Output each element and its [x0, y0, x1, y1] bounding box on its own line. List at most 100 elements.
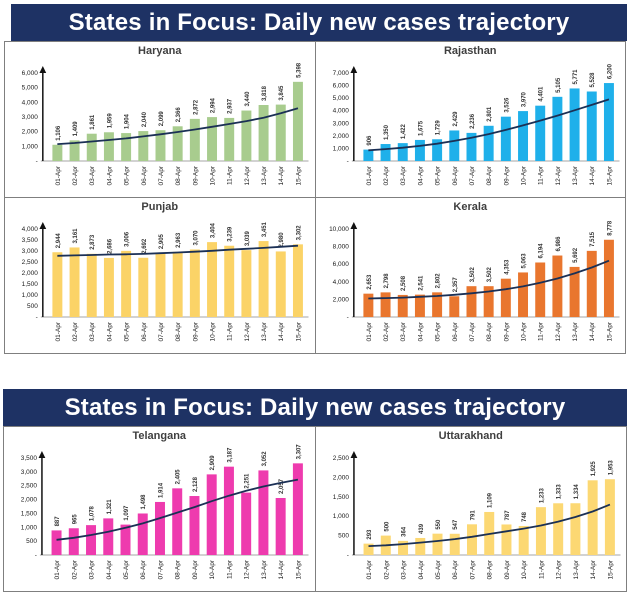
svg-text:12-Apr: 12-Apr	[244, 321, 251, 341]
svg-text:13-Apr: 13-Apr	[572, 321, 579, 341]
svg-text:12-Apr: 12-Apr	[244, 559, 251, 579]
chart-title-telangana: Telangana	[132, 430, 187, 442]
svg-text:05-Apr: 05-Apr	[435, 559, 442, 579]
svg-text:3,500: 3,500	[21, 455, 38, 462]
svg-text:5,692: 5,692	[573, 247, 579, 263]
bottom-panel-title: States in Focus: Daily new cases traject…	[64, 393, 566, 421]
svg-text:07-Apr: 07-Apr	[157, 559, 164, 579]
svg-text:1,333: 1,333	[556, 484, 562, 500]
svg-text:2,000: 2,000	[332, 133, 349, 140]
svg-text:3,440: 3,440	[245, 91, 251, 107]
svg-text:3,404: 3,404	[211, 222, 217, 238]
svg-text:3,302: 3,302	[296, 225, 302, 241]
svg-text:1,000: 1,000	[22, 143, 39, 150]
rajasthan-bar-chart: 1,000 2,000 3,000 4,000 5,000 6,000 7,000 - 906 0…	[332, 63, 620, 185]
svg-text:3,052: 3,052	[262, 451, 268, 467]
svg-text:1,078: 1,078	[90, 505, 96, 521]
svg-text:09-Apr: 09-Apr	[192, 559, 199, 579]
svg-text:6,986: 6,986	[555, 236, 561, 252]
svg-text:7,000: 7,000	[332, 70, 349, 77]
bottom-panel-header: States in Focus: Daily new cases traject…	[3, 389, 627, 426]
svg-text:1,925: 1,925	[591, 461, 597, 477]
svg-text:4,000: 4,000	[332, 108, 349, 115]
svg-text:5,398: 5,398	[296, 62, 302, 78]
svg-text:5,063: 5,063	[521, 253, 527, 269]
svg-text:2,798: 2,798	[384, 273, 390, 289]
svg-text:6,000: 6,000	[332, 261, 349, 268]
svg-text:1,500: 1,500	[21, 510, 38, 517]
svg-text:06-Apr: 06-Apr	[451, 321, 458, 341]
svg-text:2,686: 2,686	[107, 238, 113, 254]
svg-text:01-Apr: 01-Apr	[55, 165, 62, 185]
svg-text:547: 547	[453, 519, 459, 530]
svg-text:11-Apr: 11-Apr	[227, 165, 234, 185]
svg-text:787: 787	[504, 510, 510, 521]
svg-text:-: -	[35, 552, 37, 559]
svg-text:6,000: 6,000	[22, 70, 39, 77]
svg-text:01-Apr: 01-Apr	[55, 321, 62, 341]
svg-text:6,000: 6,000	[332, 83, 349, 90]
svg-text:06-Apr: 06-Apr	[140, 559, 147, 579]
svg-text:3,307: 3,307	[296, 444, 302, 460]
svg-text:10-Apr: 10-Apr	[521, 559, 528, 579]
svg-text:2,357: 2,357	[452, 277, 458, 293]
top-panel-header: States in Focus: Daily new cases traject…	[11, 4, 627, 41]
svg-text:05-Apr: 05-Apr	[123, 559, 130, 579]
svg-text:550: 550	[436, 519, 442, 530]
svg-text:1,106: 1,106	[56, 125, 62, 141]
svg-text:11-Apr: 11-Apr	[226, 559, 233, 579]
svg-text:1,233: 1,233	[539, 487, 545, 503]
svg-text:14-Apr: 14-Apr	[278, 321, 285, 341]
svg-text:11-Apr: 11-Apr	[227, 321, 234, 341]
svg-text:14-Apr: 14-Apr	[589, 321, 596, 341]
svg-text:03-Apr: 03-Apr	[400, 165, 407, 185]
chart-title-uttarakhand: Uttarakhand	[438, 430, 503, 442]
svg-text:2,000: 2,000	[332, 296, 349, 303]
punjab-bar-chart: 500 1,000 1,500 2,000 2,500 3,000 3,500 4,000 - 2…	[22, 221, 309, 341]
svg-text:965: 965	[72, 514, 78, 525]
svg-text:03-Apr: 03-Apr	[89, 559, 96, 579]
svg-text:01-Apr: 01-Apr	[366, 559, 373, 579]
svg-text:7,515: 7,515	[590, 231, 596, 247]
svg-text:13-Apr: 13-Apr	[572, 559, 579, 579]
svg-text:04-Apr: 04-Apr	[417, 559, 424, 579]
svg-text:1,000: 1,000	[332, 513, 349, 520]
svg-text:12-Apr: 12-Apr	[555, 559, 562, 579]
svg-text:3,070: 3,070	[193, 230, 199, 246]
svg-text:2,040: 2,040	[142, 111, 148, 127]
top-chart-grid: Haryana 1,000 2,000 3,000 4,000 5,000 6,000-1…	[4, 41, 626, 354]
svg-text:03-Apr: 03-Apr	[89, 165, 96, 185]
svg-text:15-Apr: 15-Apr	[606, 165, 613, 185]
svg-text:500: 500	[26, 538, 37, 545]
svg-text:8,000: 8,000	[332, 244, 349, 251]
svg-text:12-Apr: 12-Apr	[554, 321, 561, 341]
svg-text:500: 500	[384, 521, 390, 532]
svg-text:07-Apr: 07-Apr	[468, 165, 475, 185]
svg-text:1,321: 1,321	[107, 499, 113, 515]
svg-text:2,236: 2,236	[469, 113, 475, 129]
svg-text:03-Apr: 03-Apr	[400, 559, 407, 579]
svg-text:1,409: 1,409	[73, 121, 79, 137]
svg-text:5,105: 5,105	[555, 77, 561, 93]
svg-text:1,904: 1,904	[125, 113, 131, 129]
svg-text:906: 906	[366, 135, 372, 146]
svg-text:439: 439	[418, 523, 424, 534]
svg-text:1,500: 1,500	[22, 281, 39, 288]
svg-text:1,109: 1,109	[487, 492, 493, 508]
chart-cell-kerala: Kerala 2,000 4,000 6,000 8,000 10,000 - 2,653 0…	[315, 198, 625, 353]
svg-text:2,405: 2,405	[176, 469, 182, 485]
svg-text:4,353: 4,353	[504, 259, 510, 275]
svg-text:6,200: 6,200	[607, 63, 613, 79]
svg-text:09-Apr: 09-Apr	[503, 165, 510, 185]
svg-text:02-Apr: 02-Apr	[383, 165, 390, 185]
svg-text:07-Apr: 07-Apr	[468, 321, 475, 341]
svg-text:10,000: 10,000	[329, 226, 349, 233]
svg-text:2,500: 2,500	[332, 455, 349, 462]
svg-text:02-Apr: 02-Apr	[72, 321, 79, 341]
svg-text:3,239: 3,239	[228, 226, 234, 242]
svg-text:791: 791	[470, 510, 476, 521]
svg-text:3,526: 3,526	[504, 97, 510, 113]
chart-title-rajasthan: Rajasthan	[443, 45, 497, 57]
svg-text:10-Apr: 10-Apr	[520, 321, 527, 341]
